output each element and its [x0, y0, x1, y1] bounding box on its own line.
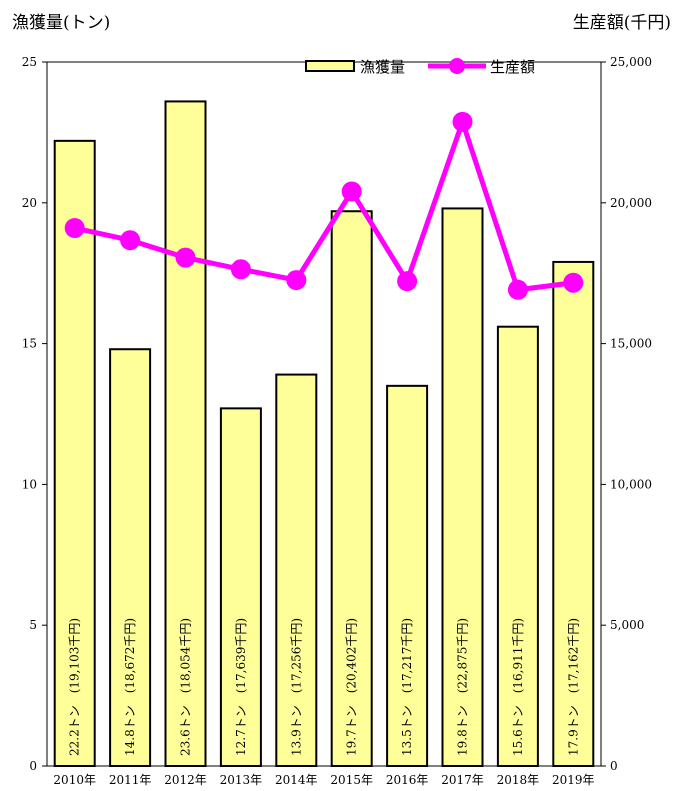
y-right-tick-label: 25,000	[610, 55, 652, 69]
bar-value-label: 14.8トン (18,672千円)	[123, 618, 137, 756]
legend-line-label: 生産額	[490, 58, 535, 76]
line-point-2014年	[286, 270, 307, 291]
x-tick-label: 2015年	[330, 773, 373, 787]
y-left-tick-label: 5	[29, 618, 37, 632]
line-point-2016年	[397, 271, 418, 292]
y-left-tick-label: 20	[22, 196, 37, 210]
line-point-2015年	[341, 181, 362, 202]
y-left-tick-label: 25	[22, 55, 37, 69]
y-right-tick-label: 5,000	[610, 618, 644, 632]
x-tick-label: 2016年	[386, 773, 429, 787]
x-tick-label: 2010年	[53, 773, 96, 787]
bar-2018年	[496, 325, 539, 767]
x-tick-label: 2012年	[164, 773, 207, 787]
line-point-2017年	[452, 111, 473, 132]
y-axis-left-title: 漁獲量(トン)	[12, 13, 111, 33]
bar-value-label: 19.7トン (20,402千円)	[345, 618, 359, 756]
bar-2011年	[109, 348, 152, 767]
x-tick-label: 2011年	[109, 773, 152, 787]
bar-2015年	[330, 210, 373, 768]
legend-bar-label: 漁獲量	[360, 58, 405, 76]
bar-2014年	[275, 373, 318, 767]
y-left-tick-label: 0	[29, 759, 37, 773]
y-right-tick-label: 10,000	[610, 477, 652, 491]
bar-2012年	[164, 100, 207, 767]
line-point-2011年	[120, 230, 141, 251]
bar-value-label: 17.9トン (17,162千円)	[566, 618, 580, 756]
bar-2017年	[441, 207, 484, 767]
y-right-tick-label: 20,000	[610, 196, 652, 210]
x-tick-label: 2017年	[441, 773, 484, 787]
bar-2016年	[386, 384, 429, 767]
bar-2013年	[219, 407, 262, 767]
x-tick-label: 2019年	[552, 773, 595, 787]
line-point-2012年	[175, 247, 196, 268]
x-tick-label: 2014年	[275, 773, 318, 787]
bar-value-label: 15.6トン (16,911千円)	[511, 618, 525, 756]
y-axis-right-title: 生産額(千円)	[572, 13, 671, 33]
y-left-tick-label: 10	[22, 477, 37, 491]
bar-value-label: 13.9トン (17,256千円)	[289, 618, 303, 756]
bar-value-label: 19.8トン (22,875千円)	[456, 618, 470, 756]
y-right-tick-label: 0	[610, 759, 618, 773]
line-point-2013年	[230, 259, 251, 280]
bar-2019年	[552, 260, 595, 767]
bar-value-label: 13.5トン (17,217千円)	[400, 618, 414, 756]
bar-value-label: 12.7トン (17,639千円)	[234, 618, 248, 756]
bar-2010年	[53, 139, 96, 767]
x-tick-label: 2013年	[220, 773, 263, 787]
line-point-2018年	[507, 279, 528, 300]
line-point-2010年	[64, 218, 85, 239]
legend-line-marker	[449, 58, 465, 74]
bar-value-label: 23.6トン (18,054千円)	[179, 618, 193, 756]
line-point-2019年	[563, 272, 584, 293]
y-left-tick-label: 15	[22, 337, 37, 351]
legend-bar-swatch	[305, 60, 355, 72]
bar-value-label: 22.2トン (19,103千円)	[68, 618, 82, 756]
y-right-tick-label: 15,000	[610, 337, 652, 351]
line-production-value	[74, 119, 574, 293]
x-tick-label: 2018年	[497, 773, 540, 787]
